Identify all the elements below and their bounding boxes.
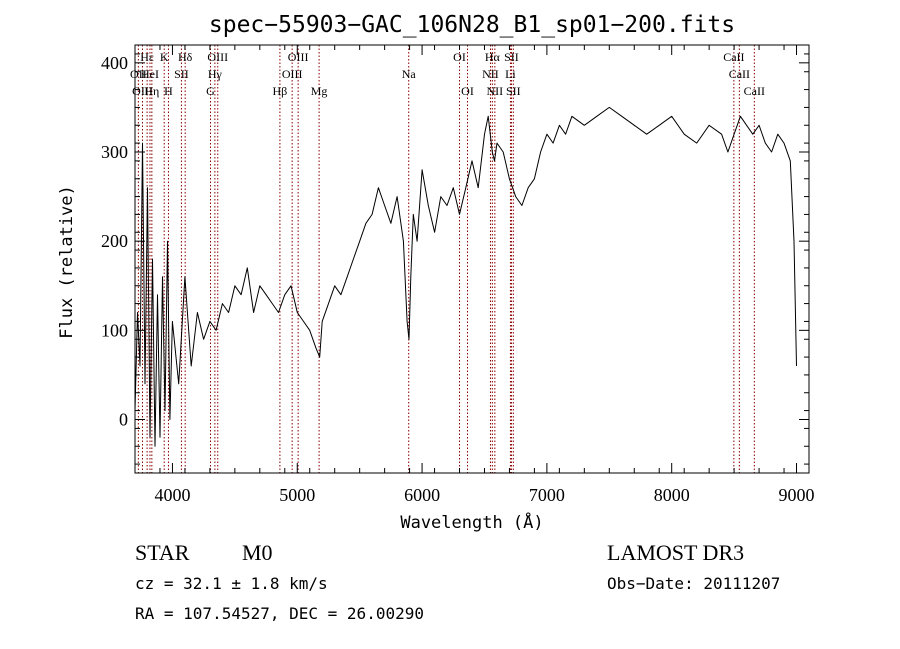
- spectral-line-label: OIII: [288, 50, 309, 64]
- spectral-line-label: Hβ: [273, 84, 288, 98]
- y-tick-label: 0: [119, 410, 128, 430]
- ra-dec-coordinates: RA = 107.54527, DEC = 26.00290: [135, 604, 424, 623]
- spectral-line-label: OIII: [132, 84, 153, 98]
- spectral-line-label: CaII: [729, 67, 750, 81]
- y-axis-ticks: 0 100 200 300 400: [101, 53, 809, 465]
- survey-name: LAMOST DR3: [607, 540, 744, 565]
- spectral-line-label: Na: [402, 67, 417, 81]
- spectral-line-label: Li: [505, 67, 516, 81]
- spectral-line-label: CaII: [723, 50, 744, 64]
- x-axis-ticks: 4000 5000 6000 7000 8000 9000: [134, 45, 815, 505]
- spectral-line-label: SII: [174, 67, 189, 81]
- spectral-line-label: HeI: [141, 67, 159, 81]
- spectral-line-label: NII: [482, 67, 499, 81]
- spectral-line-label: G: [206, 84, 215, 98]
- object-class: STAR: [135, 540, 190, 565]
- spectral-line-label: Hη: [144, 84, 159, 98]
- spectral-line-label: OIII: [282, 67, 303, 81]
- spectral-line-label: SII: [506, 84, 521, 98]
- y-tick-label: 200: [101, 231, 128, 251]
- observation-date: Obs−Date: 20111207: [607, 574, 780, 593]
- spectral-line-label: Hγ: [208, 67, 223, 81]
- x-tick-label: 7000: [529, 485, 565, 505]
- x-tick-label: 9000: [779, 485, 815, 505]
- spectral-line-label: OIII: [207, 50, 228, 64]
- spectral-line-label: OII: [130, 67, 147, 81]
- spectral-line-label: NII: [487, 84, 504, 98]
- spectral-line-label: SII: [504, 50, 519, 64]
- spectral-line-label: H: [164, 84, 173, 98]
- flux-series-line: [134, 106, 797, 447]
- x-tick-label: 4000: [154, 485, 190, 505]
- x-tick-label: 6000: [404, 485, 440, 505]
- spectral-line-label: OI: [453, 50, 466, 64]
- spectral-lines: [137, 45, 755, 473]
- y-tick-label: 100: [101, 320, 128, 340]
- y-axis-label: Flux (relative): [57, 185, 77, 339]
- spectral-line-label: Mg: [311, 84, 328, 98]
- spectral-line-label: K: [160, 50, 169, 64]
- y-tick-label: 400: [101, 53, 128, 73]
- x-tick-label: 5000: [279, 485, 315, 505]
- plot-frame: [134, 44, 810, 474]
- chart-title: spec−55903−GAC_106N28_B1_sp01−200.fits: [209, 12, 735, 38]
- spectral-line-label: Hδ: [178, 50, 193, 64]
- x-tick-label: 8000: [654, 485, 690, 505]
- x-axis-label: Wavelength (Å): [400, 511, 543, 533]
- spectral-line-label: CaII: [744, 84, 765, 98]
- y-tick-label: 300: [101, 142, 128, 162]
- spectral-line-label: OI: [461, 84, 474, 98]
- series-layer: [134, 106, 797, 447]
- redshift-cz: cz = 32.1 ± 1.8 km/s: [135, 574, 328, 593]
- object-subclass: M0: [242, 540, 273, 565]
- spectral-line-label: Hα: [485, 50, 501, 64]
- spectral-line-label: Hε: [140, 50, 154, 64]
